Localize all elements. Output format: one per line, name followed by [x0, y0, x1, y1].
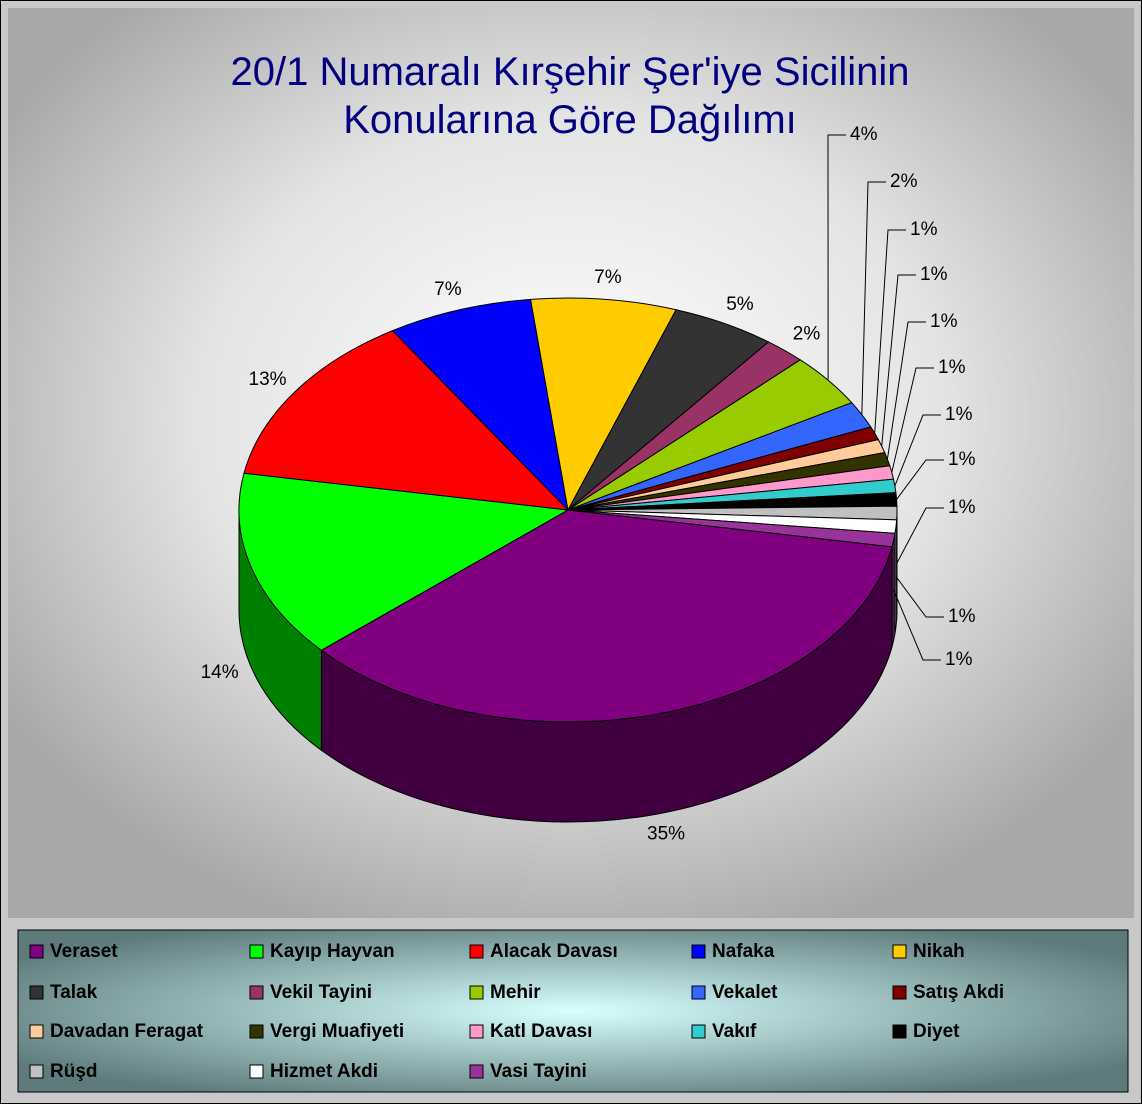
- slice: [529, 297, 677, 512]
- legend-label: Davadan Feragat: [50, 1021, 204, 1042]
- leader-line: [894, 414, 941, 487]
- legend-swatch: [249, 944, 264, 959]
- slice: [243, 330, 570, 511]
- legend-swatch: [691, 1024, 706, 1039]
- slice-side: [891, 533, 896, 647]
- leader-line: [886, 321, 926, 460]
- data-label: 1%: [948, 497, 976, 518]
- data-label: 2%: [890, 171, 918, 192]
- legend-label: Diyet: [913, 1021, 960, 1042]
- data-label: 1%: [938, 357, 966, 378]
- data-label: 5%: [726, 294, 754, 315]
- legend-swatch: [691, 944, 706, 959]
- legend-swatch: [892, 1024, 907, 1039]
- legend-label: Nikah: [913, 941, 965, 962]
- legend-swatch: [469, 944, 484, 959]
- data-label: 1%: [945, 649, 973, 670]
- leader-line: [874, 229, 906, 434]
- slice: [567, 509, 896, 548]
- legend-label: Vakıf: [712, 1021, 757, 1042]
- data-label: 1%: [948, 449, 976, 470]
- data-label: 14%: [201, 662, 239, 683]
- leader-line: [896, 459, 944, 500]
- legend-swatch: [29, 985, 44, 1000]
- legend-swatch: [469, 1064, 484, 1079]
- legend-swatch: [29, 1064, 44, 1079]
- chart-title: 20/1 Numaralı Kırşehir Şer'iye Sicilinin…: [230, 50, 910, 142]
- legend-label: Vasi Tayini: [490, 1061, 587, 1082]
- leader-line: [895, 576, 944, 618]
- legend-swatch: [691, 985, 706, 1000]
- slice: [238, 472, 570, 651]
- data-label: 1%: [920, 264, 948, 285]
- legend-swatch: [29, 1024, 44, 1039]
- slice: [391, 298, 569, 512]
- legend-label: Vekalet: [712, 982, 778, 1003]
- data-label: 1%: [930, 311, 958, 332]
- leader-line: [861, 181, 886, 415]
- data-label: 1%: [910, 219, 938, 240]
- legend-label: Rüşd: [50, 1061, 98, 1082]
- legend-swatch: [249, 1064, 264, 1079]
- leader-line: [827, 134, 846, 381]
- leader-line: [893, 589, 941, 661]
- legend-label: Satış Akdi: [913, 982, 1004, 1003]
- data-label: 1%: [945, 404, 973, 425]
- data-label: 35%: [647, 823, 685, 844]
- legend-swatch: [249, 985, 264, 1000]
- legend-label: Mehir: [490, 982, 541, 1003]
- legend-swatch: [892, 985, 907, 1000]
- leader-line: [891, 367, 934, 473]
- legend-label: Talak: [50, 982, 98, 1003]
- legend-label: Vergi Muafiyeti: [270, 1021, 404, 1042]
- legend-label: Veraset: [50, 941, 118, 962]
- data-label: 2%: [793, 324, 821, 345]
- legend-swatch: [249, 1024, 264, 1039]
- data-label: 4%: [850, 124, 878, 145]
- legend-label: Alacak Davası: [490, 941, 618, 962]
- data-label: 13%: [249, 369, 287, 390]
- leader-line: [896, 507, 944, 564]
- legend-box: [17, 929, 1129, 1093]
- legend-swatch: [29, 944, 44, 959]
- legend-label: Vekil Tayini: [270, 982, 372, 1003]
- data-label: 7%: [434, 279, 462, 300]
- legend-swatch: [469, 1024, 484, 1039]
- data-label: 7%: [594, 267, 622, 288]
- legend-label: Hizmet Akdi: [270, 1061, 378, 1082]
- legend-swatch: [469, 985, 484, 1000]
- leader-line: [881, 274, 916, 447]
- slice: [320, 509, 893, 723]
- legend-label: Kayıp Hayvan: [270, 941, 395, 962]
- legend-label: Nafaka: [712, 941, 775, 962]
- legend-label: Katl Davası: [490, 1021, 592, 1042]
- data-label: 1%: [948, 606, 976, 627]
- legend-swatch: [892, 944, 907, 959]
